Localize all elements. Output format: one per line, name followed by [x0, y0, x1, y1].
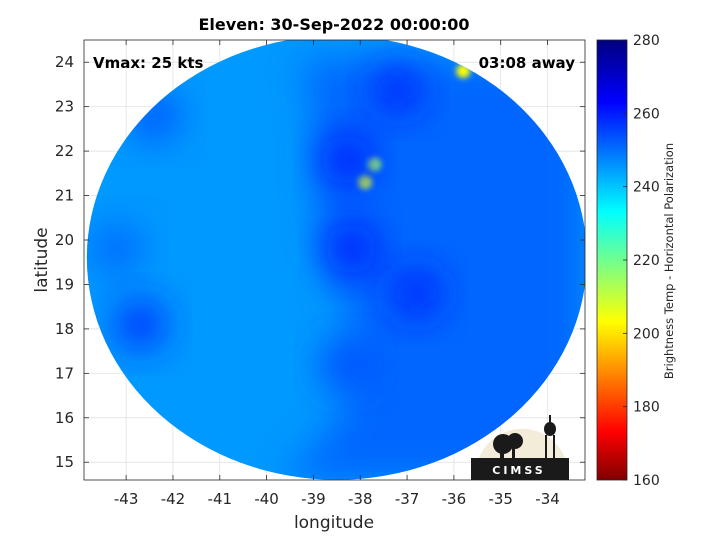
swath-feature [90, 222, 143, 275]
time-away-annotation: 03:08 away [479, 54, 576, 72]
swath-image [86, 40, 585, 480]
x-tick-label: -35 [488, 490, 513, 508]
swath-feature [390, 267, 443, 320]
swath-feature [114, 298, 167, 351]
plot-frame [83, 39, 586, 481]
x-tick-label: -42 [161, 490, 186, 508]
swath-feature [320, 134, 373, 186]
y-tick-label: 15 [55, 453, 74, 471]
vmax-annotation: Vmax: 25 kts [93, 54, 203, 72]
y-tick-label: 16 [55, 409, 74, 427]
x-tick-label: -37 [395, 490, 420, 508]
x-axis: -43 -42 -41 -40 -39 -38 -37 -36 -35 -34 [114, 40, 560, 508]
colorbar [596, 39, 628, 481]
y-tick-label: 20 [55, 231, 74, 249]
x-tick-label: -34 [535, 490, 560, 508]
y-tick-label: 23 [55, 98, 74, 116]
colorbar-ticks: 160 180 200 220 240 260 280 [623, 33, 660, 489]
svg-text:CIMSS: CIMSS [492, 464, 545, 477]
y-tick-label: 21 [55, 187, 74, 205]
colorbar-tick-label: 240 [633, 180, 660, 196]
y-tick-label: 17 [55, 364, 74, 382]
swath-feature [320, 338, 373, 391]
x-tick-label: -41 [208, 490, 233, 508]
colorbar-tick-label: 260 [633, 106, 660, 122]
colorbar-tick-label: 280 [633, 33, 660, 49]
y-axis: 15 16 17 18 19 20 21 22 23 24 [55, 53, 585, 471]
x-tick-label: -43 [114, 490, 139, 508]
colorbar-tick-label: 160 [633, 473, 660, 489]
colorbar-title: Brightness Temp - Horizontal Polarizatio… [662, 143, 676, 379]
x-tick-label: -36 [442, 490, 467, 508]
x-axis-title: longitude [294, 513, 374, 533]
chart-title: Eleven: 30-Sep-2022 00:00:00 [199, 15, 470, 34]
x-tick-label: -40 [254, 490, 279, 508]
colorbar-tick-label: 180 [633, 400, 660, 416]
x-tick-label: -38 [348, 490, 373, 508]
cimss-logo: CIMSS [471, 415, 569, 480]
y-tick-label: 19 [55, 275, 74, 293]
y-tick-label: 24 [55, 53, 74, 71]
colorbar-tick-label: 200 [633, 326, 660, 342]
y-axis-title: latitude [32, 227, 52, 292]
y-tick-label: 18 [55, 320, 74, 338]
swath-disc [86, 40, 585, 480]
swath-feature [324, 222, 377, 275]
swath-feature [371, 62, 424, 115]
x-tick-label: -39 [301, 490, 326, 508]
y-tick-label: 22 [55, 142, 74, 160]
colorbar-tick-label: 220 [633, 253, 660, 269]
